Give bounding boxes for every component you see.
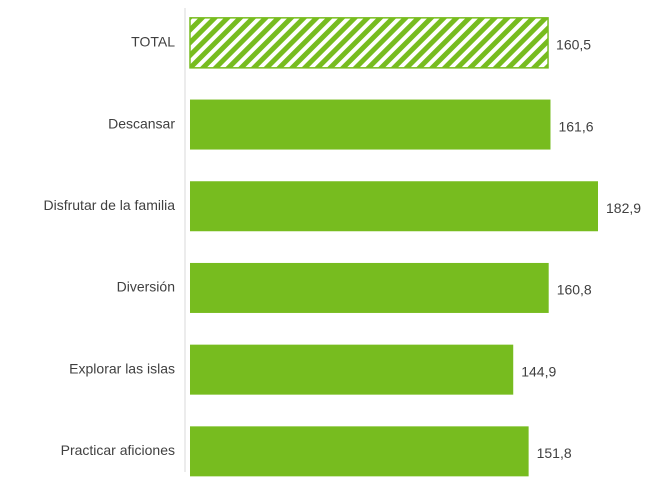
bar xyxy=(189,17,549,69)
bar xyxy=(190,99,551,150)
category-label: TOTAL xyxy=(131,34,175,50)
category-label: Descansar xyxy=(108,115,175,131)
bar xyxy=(190,426,529,477)
value-label: 160,5 xyxy=(556,37,591,53)
category-label: Disfrutar de la familia xyxy=(44,197,176,213)
value-label: 182,9 xyxy=(606,200,641,216)
value-label: 144,9 xyxy=(521,363,556,379)
category-label: Diversión xyxy=(117,279,175,295)
category-label: Explorar las islas xyxy=(69,360,175,376)
bar xyxy=(190,262,549,313)
category-label: Practicar aficiones xyxy=(61,442,175,458)
bar xyxy=(190,181,598,232)
value-label: 161,6 xyxy=(558,118,593,134)
value-label: 160,8 xyxy=(557,282,592,298)
bar xyxy=(190,344,514,395)
value-label: 151,8 xyxy=(537,445,572,461)
